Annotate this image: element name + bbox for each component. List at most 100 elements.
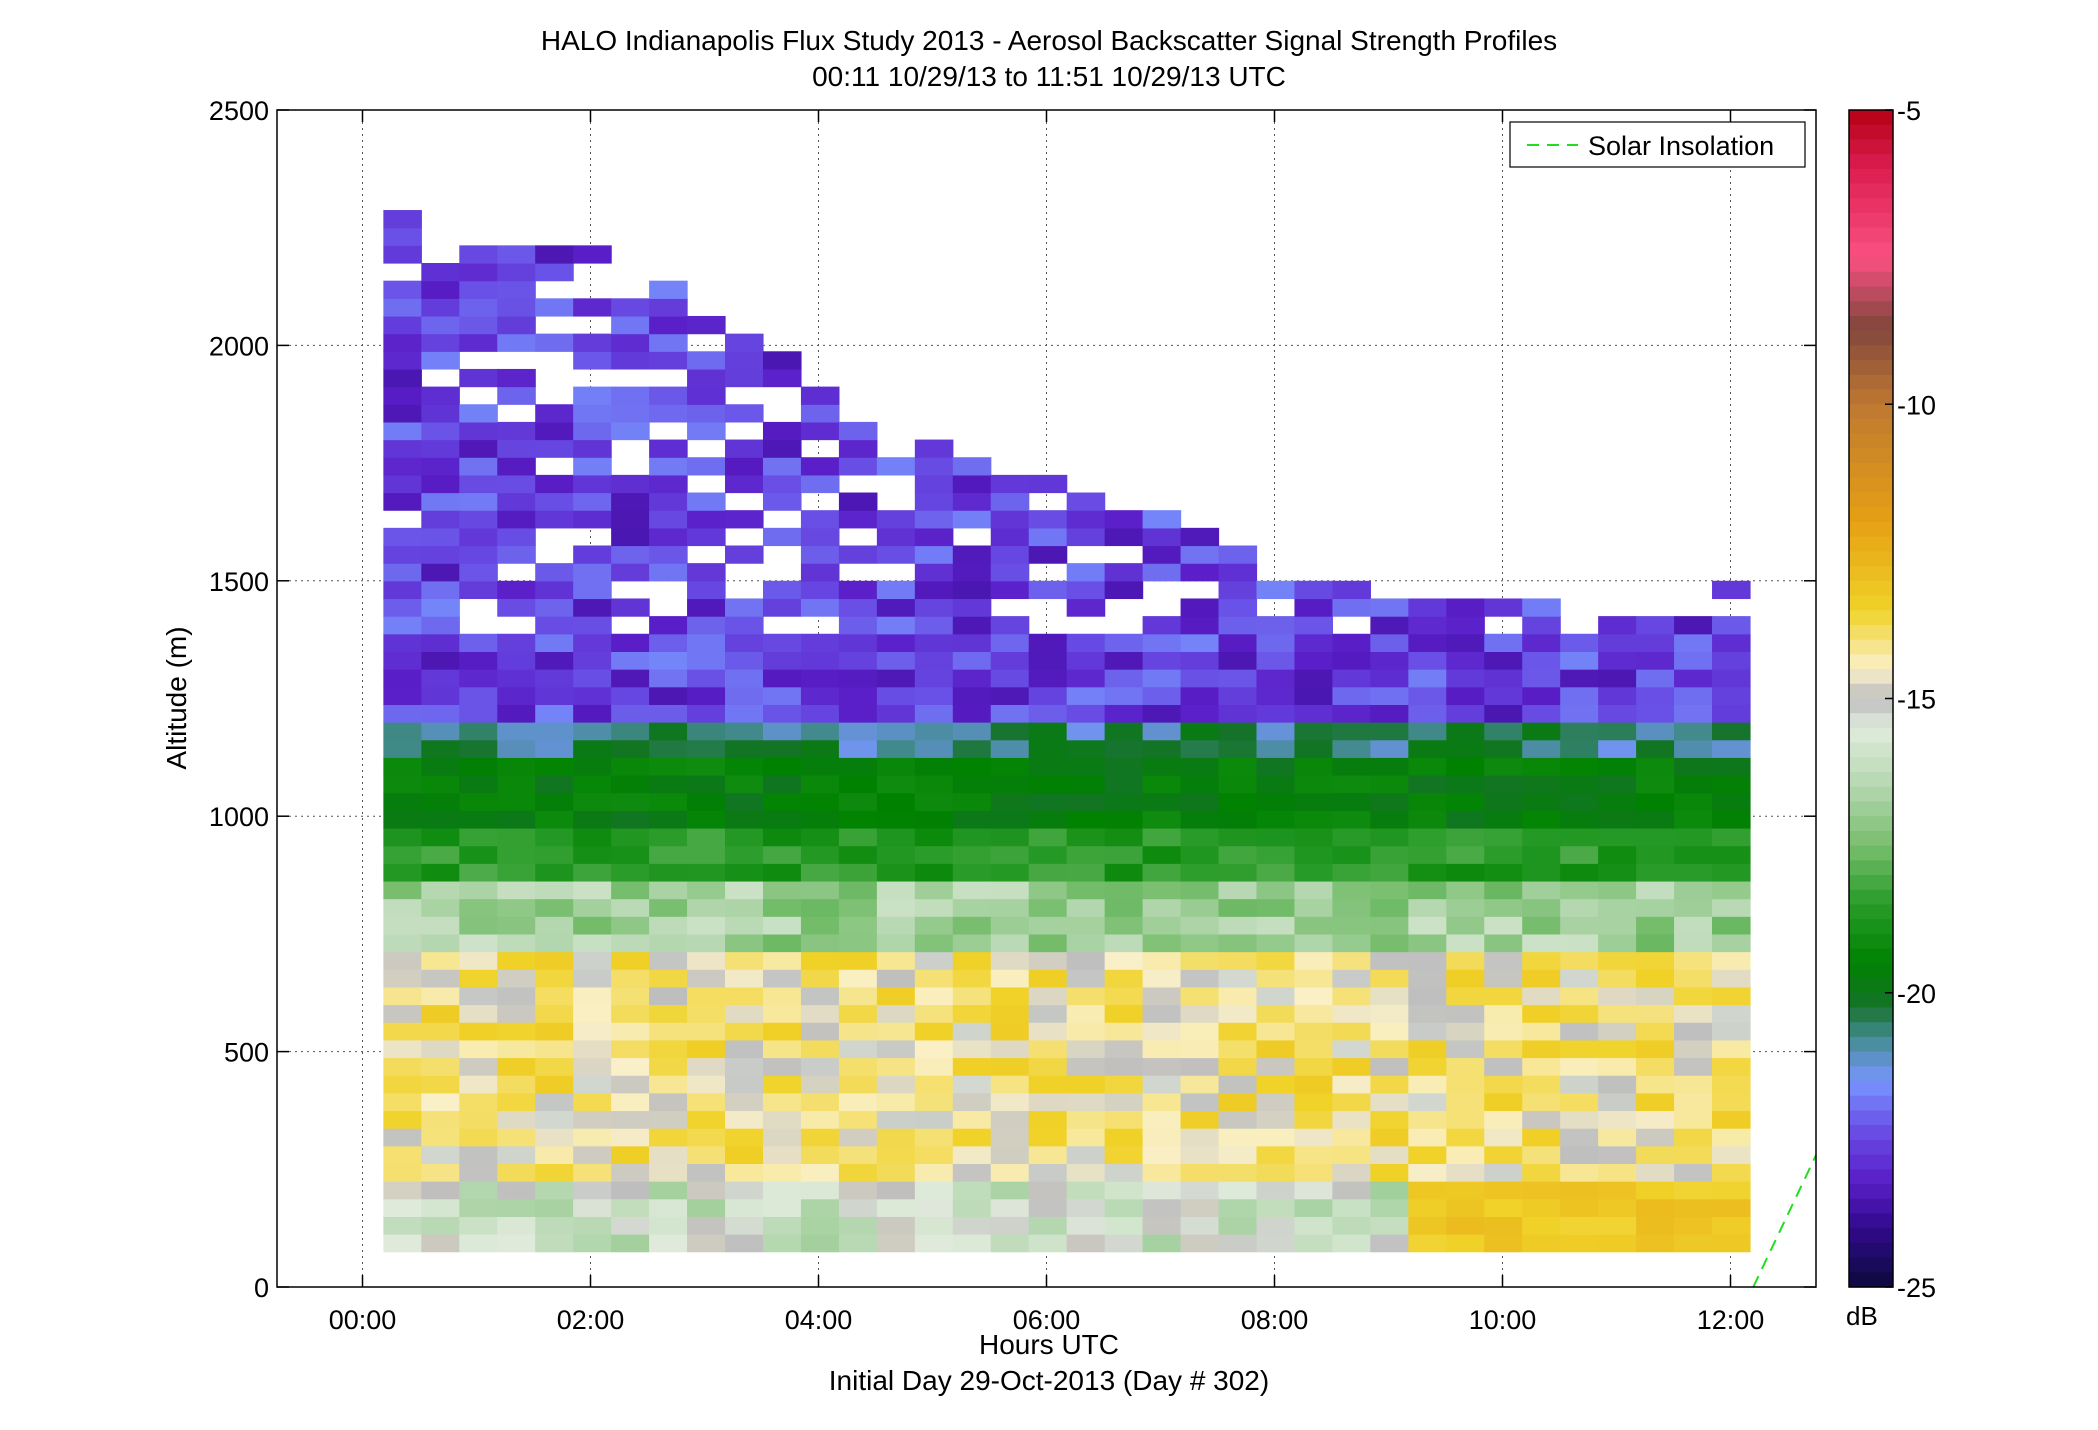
heatmap-cell [1180,757,1220,776]
colorbar-segment [1849,816,1893,832]
heatmap-cell [800,669,840,688]
heatmap-cell [687,598,726,617]
heatmap-cell [1446,704,1485,723]
heatmap-cell [1066,686,1106,705]
heatmap-cell [459,792,498,811]
heatmap-cell [1104,1092,1144,1112]
heatmap-cell [1446,1092,1485,1112]
heatmap-cell [1408,757,1447,776]
heatmap-cell [1218,1128,1258,1147]
heatmap-cell [421,704,460,723]
heatmap-cell [762,492,802,511]
heatmap-cell [383,333,422,352]
heatmap-cell [687,368,726,388]
heatmap-cell [1408,1075,1447,1094]
heatmap-cell [1218,669,1258,688]
heatmap-cell [914,651,954,670]
colorbar-segment [1849,683,1893,700]
heatmap-cell [1446,598,1485,617]
heatmap-cell [1598,757,1637,776]
heatmap-cell [573,474,612,494]
heatmap-cell [838,845,878,864]
heatmap-cell [725,863,764,882]
heatmap-cell [1484,863,1523,882]
heatmap-cell [990,792,1030,811]
heatmap-cell [1142,1163,1182,1182]
heatmap-cell [800,1022,840,1041]
heatmap-cell [1104,1004,1144,1023]
heatmap-cell [1332,1022,1371,1041]
heatmap-cell [1332,739,1371,758]
heatmap-cell [952,933,992,953]
heatmap-cell [1142,1004,1182,1023]
heatmap-cell [611,827,650,847]
heatmap-cell [383,368,422,388]
heatmap-cell [1674,775,1713,794]
heatmap-cell [1294,1039,1334,1059]
colorbar-segment [1849,551,1893,567]
heatmap-cell [497,827,536,847]
heatmap-cell [762,863,802,882]
heatmap-cell [1066,598,1106,617]
heatmap-cell [1712,810,1751,829]
colorbar-segment [1849,110,1893,126]
heatmap-cell [1598,1092,1637,1112]
heatmap-cell [952,1234,992,1253]
heatmap-cell [1712,1022,1751,1041]
heatmap-cell [1180,775,1220,794]
heatmap-cell [990,633,1030,653]
heatmap-cell [1636,986,1675,1006]
heatmap-cell [1446,1004,1485,1023]
colorbar-segment [1849,1066,1893,1082]
heatmap-cell [573,421,612,441]
heatmap-cell [611,633,650,653]
heatmap-cell [952,863,992,882]
heatmap-cell [1180,1198,1220,1217]
heatmap-cell [497,1163,536,1182]
heatmap-cell [1218,1163,1258,1182]
heatmap-cell [1180,633,1220,653]
heatmap-cell [876,510,916,529]
heatmap-cell [1446,739,1485,758]
heatmap-cell [1712,969,1751,988]
heatmap-cell [1522,669,1561,688]
heatmap-cell [762,969,802,988]
heatmap-cell [876,527,916,547]
heatmap-cell [687,810,726,829]
colorbar [1849,110,1893,1288]
heatmap-cell [649,1216,688,1235]
heatmap-cell [1028,757,1068,776]
heatmap-cell [1218,1216,1258,1235]
heatmap-cell [497,1128,536,1147]
y-tick-label: 0 [254,1273,269,1303]
heatmap-cell [1180,722,1220,741]
heatmap-cell [383,1039,422,1059]
heatmap-cell [800,386,840,405]
heatmap-cell [421,263,460,282]
colorbar-segment [1849,1139,1893,1156]
heatmap-cell [914,951,954,970]
heatmap-cell [1522,1163,1561,1182]
heatmap-cell [611,651,650,670]
heatmap-cell [1294,633,1334,653]
heatmap-cell [1484,933,1523,953]
heatmap-cell [1332,775,1371,794]
heatmap-cell [1028,1234,1068,1253]
heatmap-cell [421,457,460,476]
heatmap-cell [1294,933,1334,953]
heatmap-cell [876,1145,916,1165]
heatmap-cell [421,880,460,900]
heatmap-cell [1598,880,1637,900]
heatmap-cell [800,916,840,935]
heatmap-cell [1294,1128,1334,1147]
heatmap-cell [535,1163,574,1182]
heatmap-cell [383,598,422,617]
heatmap-cell [459,704,498,723]
heatmap-cell [383,933,422,953]
heatmap-cell [1370,810,1409,829]
heatmap-cell [1674,1234,1713,1253]
heatmap-cell [838,510,878,529]
heatmap-cell [1104,827,1144,847]
